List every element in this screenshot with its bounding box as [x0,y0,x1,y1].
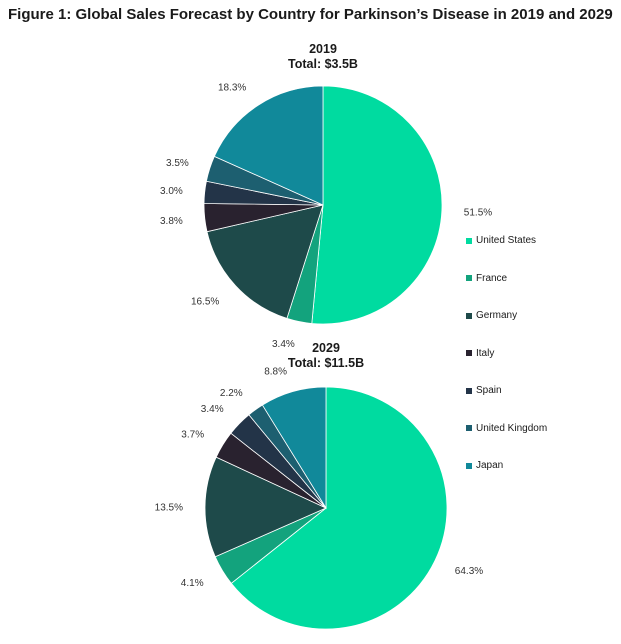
legend-item-japan: Japan [466,447,547,485]
legend-swatch [466,350,472,357]
legend-item-germany: Germany [466,297,547,335]
legend-swatch [466,387,472,394]
chart-2019-header: 2019 Total: $3.5B [223,42,423,72]
chart-2029-label-spain: 3.4% [201,404,224,415]
legend-label: United States [476,235,537,247]
legend-swatch [466,312,472,319]
chart-2019-slice-united-states [311,85,443,325]
legend-label: Japan [476,460,504,472]
chart-2019-subtitle: Total: $3.5B [288,57,358,71]
legend-label: Germany [476,310,518,322]
figure-title: Figure 1: Global Sales Forecast by Count… [8,6,613,23]
chart-2029-subtitle: Total: $11.5B [287,356,365,370]
chart-2029-label-italy: 3.7% [181,429,204,440]
chart-2029-label-united-kingdom: 2.2% [220,388,243,399]
chart-2019-label-germany: 16.5% [191,297,219,308]
chart-2029-title: 2029 [312,341,340,355]
chart-2029-slice-united-states [230,386,448,630]
chart-2019-label-japan: 18.3% [218,83,246,94]
legend-item-italy: Italy [466,335,547,373]
chart-2019-label-italy: 3.8% [160,216,183,227]
legend-swatch [466,425,472,432]
legend-item-spain: Spain [466,372,547,410]
legend-item-france: France [466,260,547,298]
chart-2019-slice-japan [213,85,324,206]
chart-2019-label-united-states: 51.5% [464,208,492,219]
chart-2029-label-france: 4.1% [181,578,204,589]
chart-2029-slice-germany [204,456,327,558]
chart-2019-label-united-kingdom: 3.5% [166,158,189,169]
legend-label: Italy [476,347,495,359]
legend-label: France [476,272,508,284]
chart-2029-label-japan: 8.8% [264,366,287,377]
chart-2029-header: 2029 Total: $11.5B [226,341,426,371]
legend-swatch [466,462,472,469]
legend-swatch [466,237,472,244]
legend-swatch [466,275,472,282]
chart-2019-slice-germany [206,204,324,319]
chart-2019-label-france: 3.4% [272,339,295,350]
chart-2019-label-spain: 3.0% [160,186,183,197]
legend: United States France Germany Italy Spain Unit… [466,222,547,485]
legend-label: Spain [476,385,502,397]
chart-2029-label-united-states: 64.3% [455,566,483,577]
chart-2019-title: 2019 [309,42,337,56]
legend-item-united-states: United States [466,222,547,260]
chart-2029-label-germany: 13.5% [155,503,183,514]
legend-label: United Kingdom [476,422,548,434]
legend-item-united-kingdom: United Kingdom [466,410,547,448]
chart-2029-slice-japan [261,386,327,510]
